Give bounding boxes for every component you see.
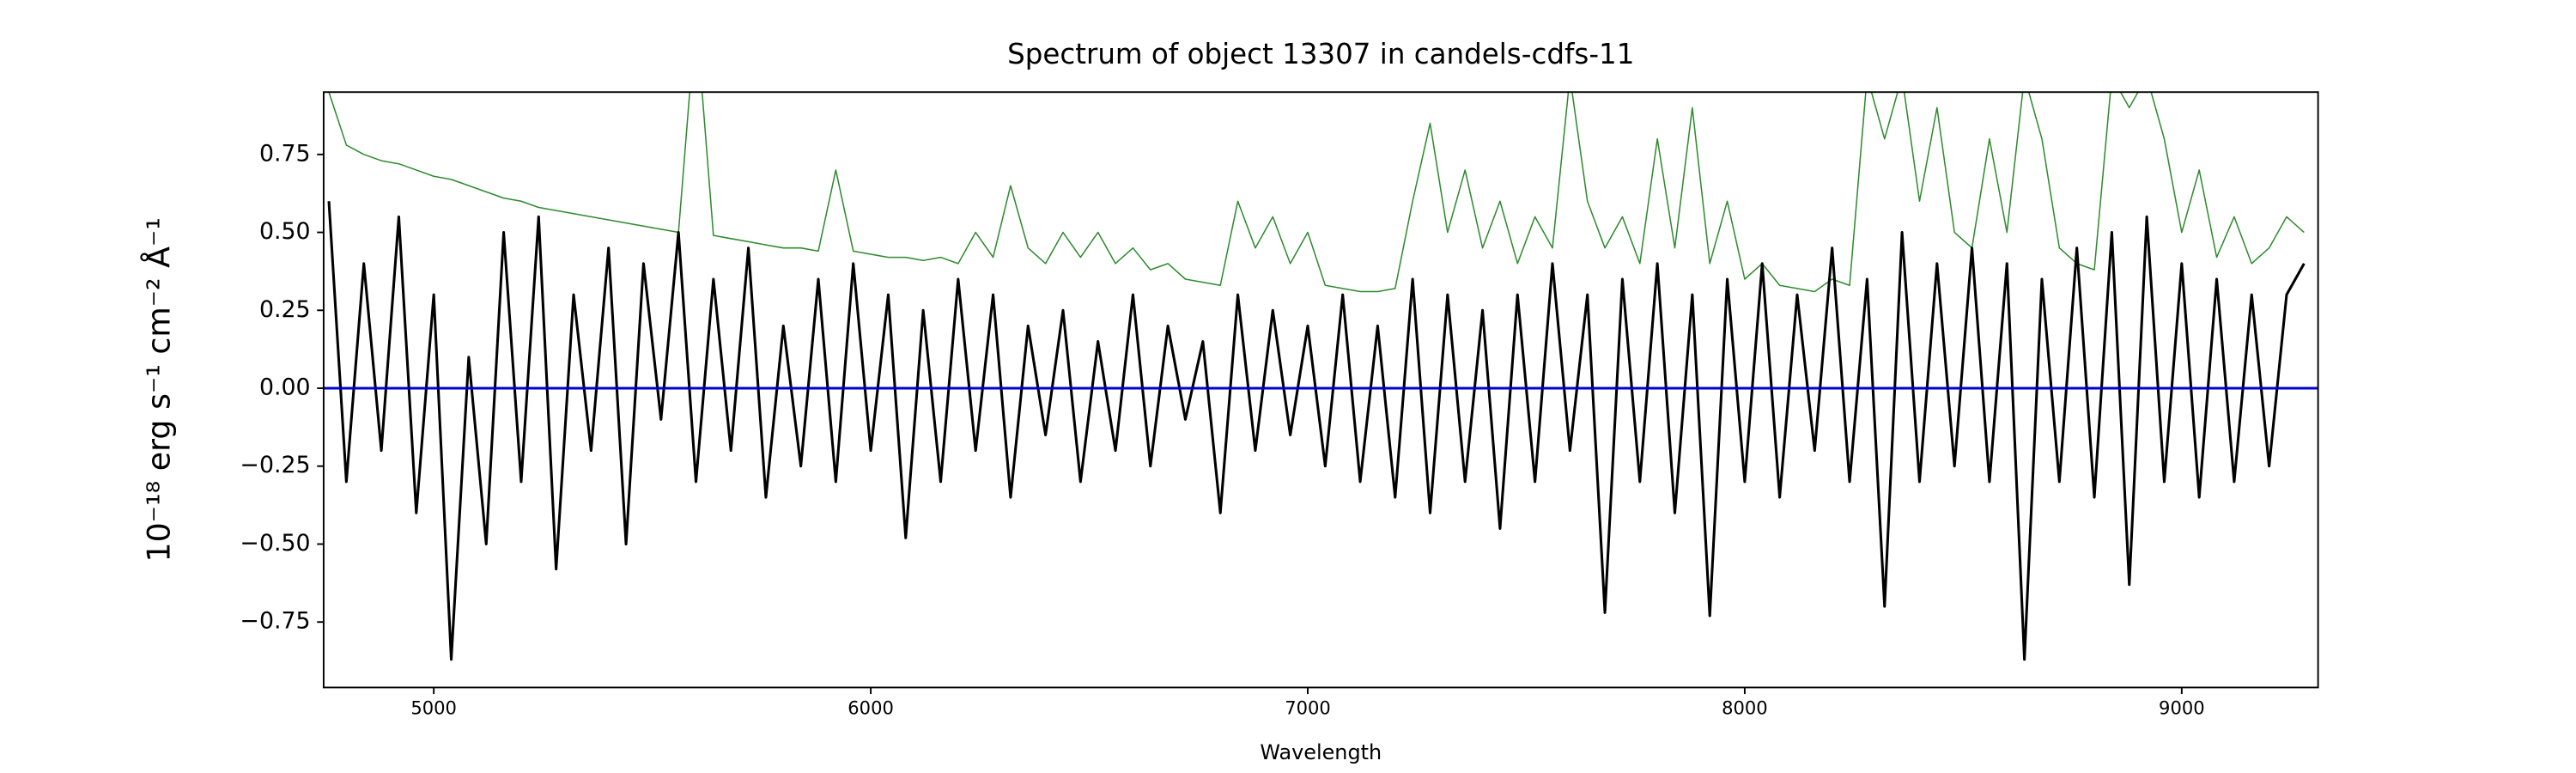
x-tick-label: 9000 [2159, 697, 2205, 718]
spectrum-line [327, 201, 2306, 661]
y-tick-label: 0.50 [259, 218, 311, 245]
x-tick-label: 7000 [1285, 697, 1331, 718]
plot-frame [322, 91, 2319, 689]
x-tick-label: 8000 [1722, 697, 1768, 718]
y-tick-label: 0.00 [259, 374, 311, 401]
y-tick-label: 0.25 [259, 296, 311, 323]
y-tick-label: −0.50 [240, 530, 311, 557]
x-tick-label: 5000 [410, 697, 457, 718]
y-tick-label: −0.25 [240, 452, 311, 478]
spectrum-line [328, 92, 2305, 293]
x-tick-label: 6000 [848, 697, 894, 718]
plot-area [323, 92, 2318, 661]
y-tick-label: 0.75 [259, 140, 311, 167]
y-axis-label: 10⁻¹⁸ erg s⁻¹ cm⁻² Å⁻¹ [141, 217, 178, 562]
chart-title: Spectrum of object 13307 in candels-cdfs… [1007, 38, 1634, 70]
x-axis-label: Wavelength [1260, 740, 1382, 764]
y-tick-label: −0.75 [240, 608, 311, 635]
